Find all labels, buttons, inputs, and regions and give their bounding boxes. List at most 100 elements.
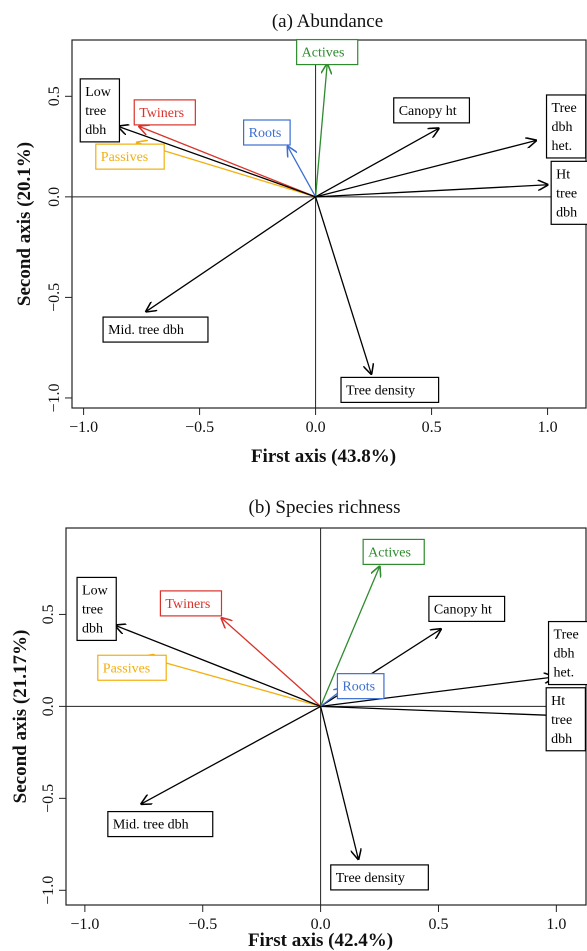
x-tick-label: 0.0 bbox=[306, 419, 326, 436]
x-tick-label: −0.5 bbox=[188, 916, 217, 933]
vector-label-text: Roots bbox=[342, 680, 375, 695]
vector-label-actives: Actives bbox=[362, 538, 425, 566]
vector-label-text: Passives bbox=[103, 661, 150, 676]
x-tick-label: −1.0 bbox=[70, 916, 99, 933]
vector-label-text: Canopy ht bbox=[399, 104, 457, 119]
vector-label-text: Low bbox=[82, 583, 109, 598]
vector-label-text: tree bbox=[82, 602, 103, 617]
y-axis-title: Second axis (21.17%) bbox=[10, 630, 31, 804]
vector-label-canopy-ht: Canopy ht bbox=[393, 97, 471, 124]
vector-label-text: Passives bbox=[101, 150, 148, 165]
vector-label-text: Tree density bbox=[346, 383, 415, 398]
vector-label-text: dbh bbox=[554, 647, 575, 662]
vector-label-tree-dbh-het: Tree dbh het. bbox=[545, 94, 587, 159]
vector-tree-dbh-het bbox=[315, 141, 536, 198]
y-tick-label: −1.0 bbox=[40, 876, 57, 905]
vector-label-text: tree bbox=[551, 713, 572, 728]
x-tick-label: −1.0 bbox=[69, 419, 98, 436]
vector-label-text: Roots bbox=[249, 126, 282, 141]
vector-label-text: Low bbox=[85, 85, 112, 100]
vector-label-text: Mid. tree dbh bbox=[108, 323, 184, 338]
vector-label-text: dbh bbox=[556, 205, 577, 220]
vector-label-box bbox=[159, 590, 223, 617]
plot-frame bbox=[65, 527, 587, 906]
y-tick-label: −0.5 bbox=[46, 283, 63, 312]
vector-label-box bbox=[362, 538, 425, 566]
y-tick-label: 0.5 bbox=[46, 86, 63, 106]
vector-label-tree-density: Tree density bbox=[330, 864, 429, 891]
x-axis-title: First axis (43.8%) bbox=[251, 446, 396, 467]
x-tick-label: 1.0 bbox=[538, 419, 558, 436]
y-tick-label: −0.5 bbox=[40, 784, 57, 813]
vector-label-passives: Passives bbox=[97, 654, 167, 681]
vector-label-box bbox=[393, 97, 471, 124]
vector-label-box bbox=[547, 620, 587, 686]
plot-frame bbox=[71, 39, 587, 409]
panel-species-richness: (b) Species richness −1.0 −0.5 0.0 0.5 1.0 −1.… bbox=[10, 497, 587, 951]
x-axis-title: First axis (42.4%) bbox=[248, 930, 393, 951]
vector-label-tree-dbh-het: Tree dbh het. bbox=[547, 620, 587, 686]
vector-roots bbox=[288, 147, 317, 198]
vector-label-twiners: Twiners bbox=[159, 590, 223, 617]
vector-label-text: dbh bbox=[551, 732, 572, 747]
vector-label-text: Actives bbox=[302, 46, 345, 61]
x-tick-label: 1.0 bbox=[546, 916, 566, 933]
vector-canopy-ht bbox=[315, 128, 439, 198]
vector-twiners bbox=[139, 126, 316, 198]
vector-label-twiners: Twiners bbox=[133, 99, 196, 126]
vector-label-box bbox=[550, 160, 587, 225]
vector-label-mid-tree-dbh: Mid. tree dbh bbox=[102, 316, 209, 343]
vector-label-ht-tree-dbh: Ht tree dbh bbox=[550, 160, 587, 225]
y-tick-label: −1.0 bbox=[46, 383, 63, 412]
vector-label-roots: Roots bbox=[336, 673, 385, 700]
vector-label-box bbox=[76, 576, 117, 642]
vector-label-box bbox=[243, 119, 291, 146]
vector-label-text: Tree bbox=[552, 101, 577, 116]
vector-label-ht-tree-dbh: Ht tree dbh bbox=[545, 687, 586, 752]
vector-low-tree-dbh bbox=[118, 126, 316, 198]
vector-label-text: Twiners bbox=[139, 106, 184, 121]
x-tick-label: 0.5 bbox=[422, 419, 442, 436]
vector-tree-dbh-het bbox=[320, 677, 554, 708]
vector-label-text: dbh bbox=[85, 123, 106, 138]
vector-label-box bbox=[330, 864, 429, 891]
vector-actives bbox=[320, 567, 380, 707]
vector-label-actives: Actives bbox=[296, 38, 359, 66]
vector-tree-density bbox=[319, 706, 359, 859]
vector-label-passives: Passives bbox=[95, 143, 165, 170]
x-tick-label: 0.5 bbox=[428, 916, 448, 933]
vector-label-tree-density: Tree density bbox=[340, 376, 440, 404]
x-tick-label: 0.0 bbox=[311, 916, 331, 933]
vector-label-text: tree bbox=[556, 186, 577, 201]
vector-label-text: Mid. tree dbh bbox=[113, 818, 189, 833]
x-tick-label: −0.5 bbox=[185, 419, 214, 436]
vector-label-text: dbh bbox=[82, 621, 103, 636]
vector-label-box bbox=[296, 38, 359, 66]
vector-label-text: Canopy ht bbox=[434, 602, 492, 617]
vector-ht-tree-dbh bbox=[315, 185, 548, 198]
vector-label-text: dbh bbox=[552, 120, 573, 135]
vector-label-roots: Roots bbox=[243, 119, 291, 146]
vector-passives bbox=[144, 657, 321, 708]
vector-label-text: het. bbox=[554, 666, 575, 681]
vector-label-box bbox=[79, 78, 121, 143]
vector-label-text: Ht bbox=[551, 694, 565, 709]
vector-label-box bbox=[545, 94, 587, 159]
vector-label-text: Actives bbox=[368, 545, 411, 560]
vector-twiners bbox=[222, 618, 322, 707]
vector-ht-tree-dbh bbox=[320, 705, 557, 715]
panel-title: (b) Species richness bbox=[249, 497, 401, 518]
y-axis-title: Second axis (20.1%) bbox=[14, 142, 35, 306]
vector-label-box bbox=[97, 654, 167, 681]
vector-label-text: het. bbox=[552, 139, 573, 154]
vector-low-tree-dbh bbox=[116, 625, 321, 707]
vector-passives bbox=[137, 143, 316, 198]
vector-tree-density bbox=[314, 196, 372, 374]
vector-label-text: Tree bbox=[554, 628, 579, 643]
vector-label-box bbox=[95, 143, 165, 170]
vector-label-box bbox=[428, 595, 506, 623]
vector-actives bbox=[314, 64, 328, 197]
vector-mid-tree-dbh bbox=[146, 196, 316, 312]
vector-label-low-tree-dbh: Low tree dbh bbox=[76, 576, 117, 642]
